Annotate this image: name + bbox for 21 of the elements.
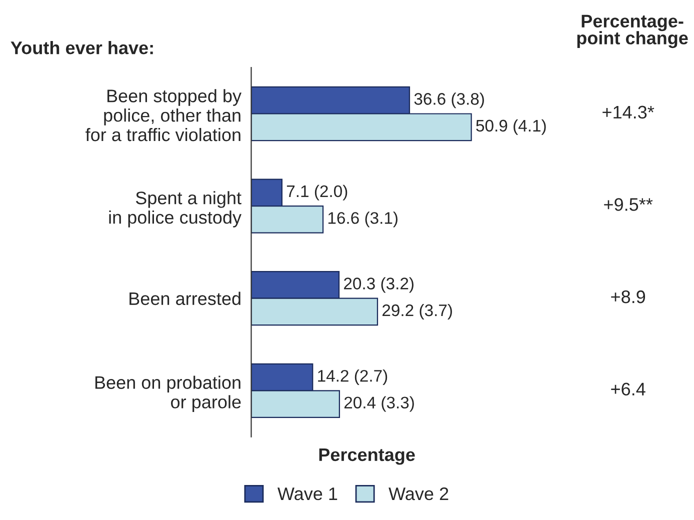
data-label: 29.2 (3.7): [382, 304, 452, 320]
data-label: 50.9 (4.1): [476, 119, 546, 135]
data-label: 14.2 (2.7): [318, 370, 388, 386]
text: +8.9: [611, 290, 646, 304]
y-tick-label: Been stopped by police, other than for a traffic violation: [86, 89, 242, 142]
x-axis-title: Percentage: [319, 448, 415, 465]
data-label: 16.6 (3.1): [328, 212, 398, 228]
text: +6.4: [611, 382, 646, 396]
y-tick-label: Been arrested: [130, 292, 240, 306]
data-label: 36.6 (3.8): [414, 92, 484, 108]
data-label: 20.3 (3.2): [344, 277, 414, 293]
data-label: 7.1 (2.0): [286, 184, 348, 200]
text: Percentage- point change: [577, 14, 688, 48]
y-tick-label: Been on probation or parole: [95, 376, 241, 412]
legend-label: Wave 1: [278, 488, 338, 500]
y-tick-label: Spent a night in police custody: [109, 191, 242, 228]
data-label: 20.4 (3.3): [344, 396, 414, 412]
legend-label: Wave 2: [388, 487, 448, 500]
text: +9.5**: [604, 198, 653, 211]
y-axis-title: Youth ever have:: [10, 40, 153, 54]
text: +14.3*: [602, 106, 654, 119]
